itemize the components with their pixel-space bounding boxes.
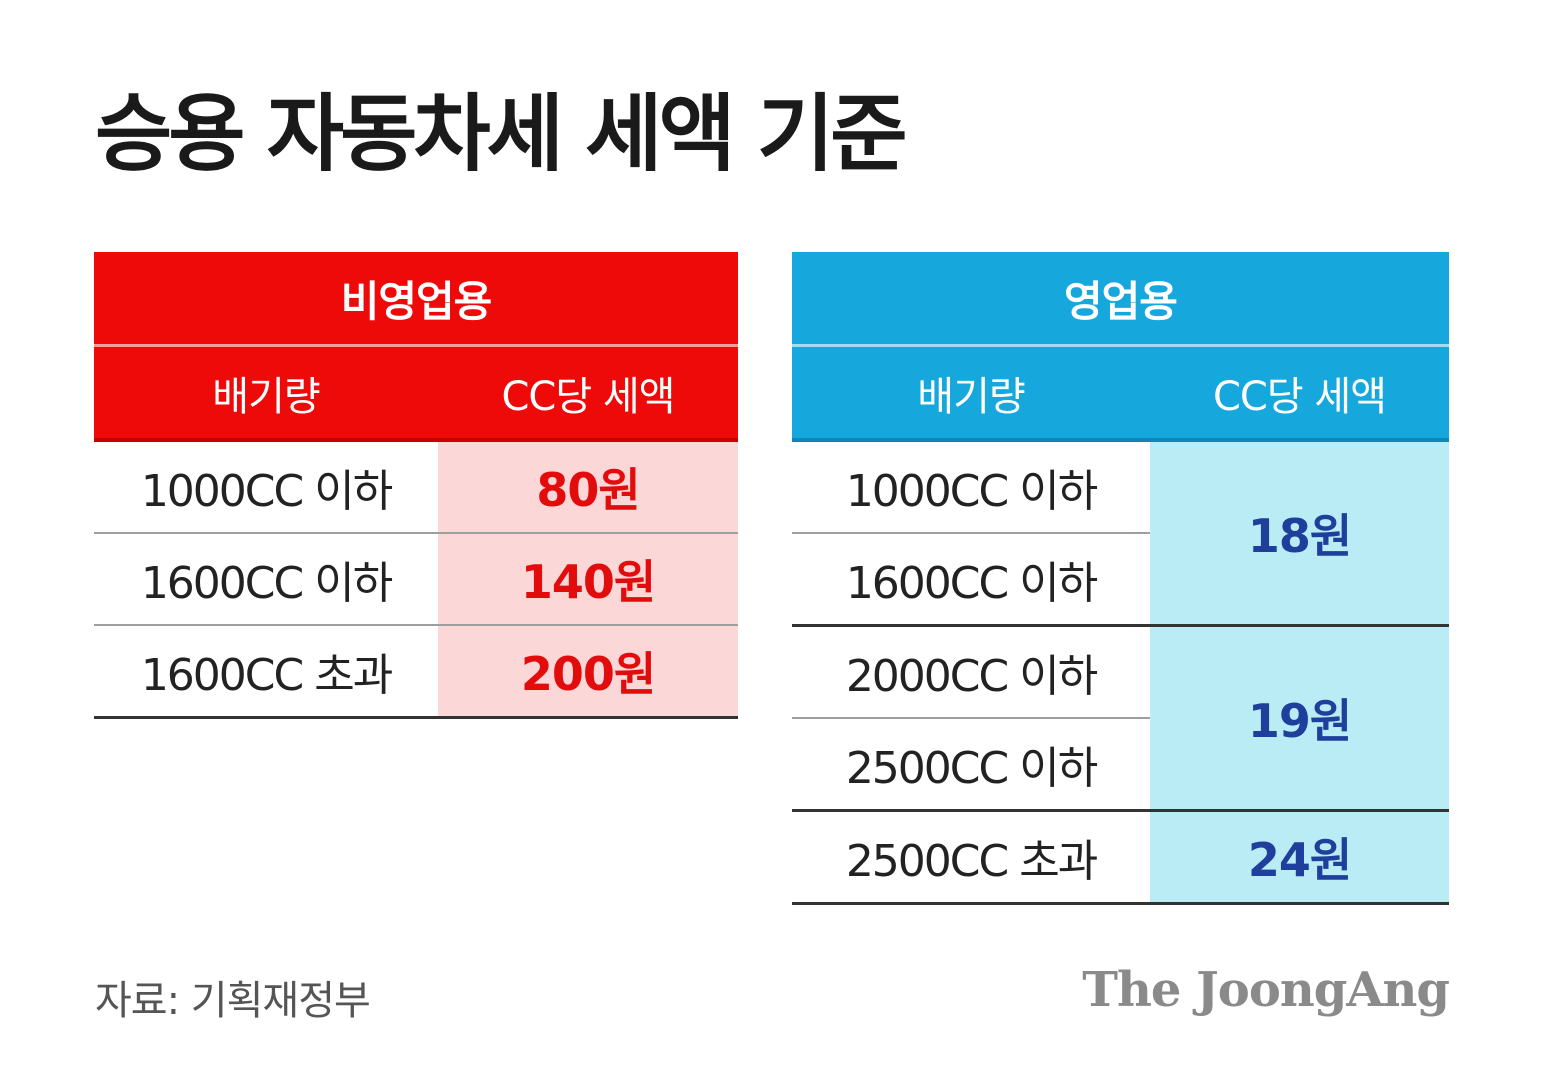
- table-row: 1600CC 이하 140원: [94, 534, 738, 626]
- non-business-header: 비영업용: [94, 252, 738, 344]
- business-header: 영업용: [792, 252, 1449, 344]
- table-row: 2500CC 초과: [792, 812, 1449, 905]
- page-title: 승용 자동차세 세액 기준: [95, 85, 908, 183]
- displacement-cell: 1600CC 이하: [845, 558, 1098, 609]
- column-header-tax-per-cc: CC당 세액: [1213, 373, 1387, 420]
- tax-cell: 200원: [438, 626, 738, 716]
- non-business-column-headers: 배기량 CC당 세액: [94, 344, 738, 442]
- merged-tax-cell: 19원: [1150, 627, 1449, 809]
- displacement-cell: 2000CC 이하: [845, 651, 1098, 702]
- non-business-table: 비영업용 배기량 CC당 세액 1000CC 이하 80원 1600CC 이하 …: [94, 252, 738, 719]
- business-table: 영업용 배기량 CC당 세액 1000CC 이하 1600CC 이하 2000C…: [792, 252, 1449, 905]
- displacement-cell: 1000CC 이하: [845, 466, 1098, 517]
- merged-tax-cell: 18원: [1150, 442, 1449, 624]
- column-header-displacement: 배기량: [212, 373, 320, 420]
- tax-cell: 24원: [1150, 812, 1449, 902]
- non-business-table-body: 1000CC 이하 80원 1600CC 이하 140원 1600CC 초과 2…: [94, 442, 738, 719]
- column-header-tax-per-cc: CC당 세액: [501, 373, 676, 420]
- displacement-cell: 1600CC 초과: [140, 650, 393, 701]
- table-row: 1000CC 이하: [792, 442, 1449, 534]
- source-note: 자료: 기획재정부: [95, 978, 371, 1024]
- business-table-body: 1000CC 이하 1600CC 이하 2000CC 이하 2500CC 이하 …: [792, 442, 1449, 905]
- column-header-displacement: 배기량: [917, 373, 1025, 420]
- table-row: 1600CC 초과 200원: [94, 626, 738, 719]
- brand-logo: The JoongAng: [1082, 962, 1450, 1018]
- tax-cell: 140원: [438, 534, 738, 624]
- displacement-cell: 2500CC 이하: [845, 743, 1098, 794]
- table-row: 1600CC 이하: [792, 534, 1449, 627]
- displacement-cell: 2500CC 초과: [845, 836, 1098, 887]
- table-row: 2500CC 이하: [792, 719, 1449, 812]
- displacement-cell: 1600CC 이하: [140, 558, 393, 609]
- table-row: 1000CC 이하 80원: [94, 442, 738, 534]
- displacement-cell: 1000CC 이하: [140, 466, 393, 517]
- table-row: 2000CC 이하: [792, 627, 1449, 719]
- business-column-headers: 배기량 CC당 세액: [792, 344, 1449, 442]
- tax-cell: 80원: [438, 442, 738, 532]
